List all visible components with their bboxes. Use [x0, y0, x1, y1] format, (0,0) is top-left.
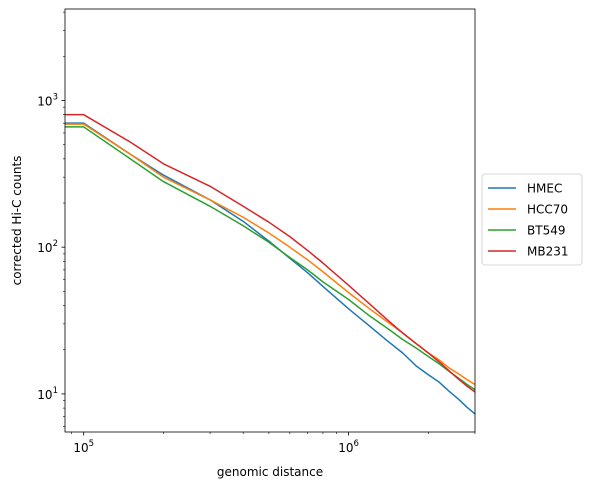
- y-axis-label: corrected Hi-C counts: [10, 156, 24, 286]
- legend-label-hmec: HMEC: [527, 182, 562, 196]
- legend-label-bt549: BT549: [527, 224, 565, 238]
- legend-label-hcc70: HCC70: [527, 203, 568, 217]
- plot-area: [65, 9, 475, 432]
- legend: HMEC HCC70 BT549 MB231: [482, 174, 582, 265]
- legend-label-mb231: MB231: [527, 245, 569, 259]
- x-axis-label: genomic distance: [217, 465, 323, 479]
